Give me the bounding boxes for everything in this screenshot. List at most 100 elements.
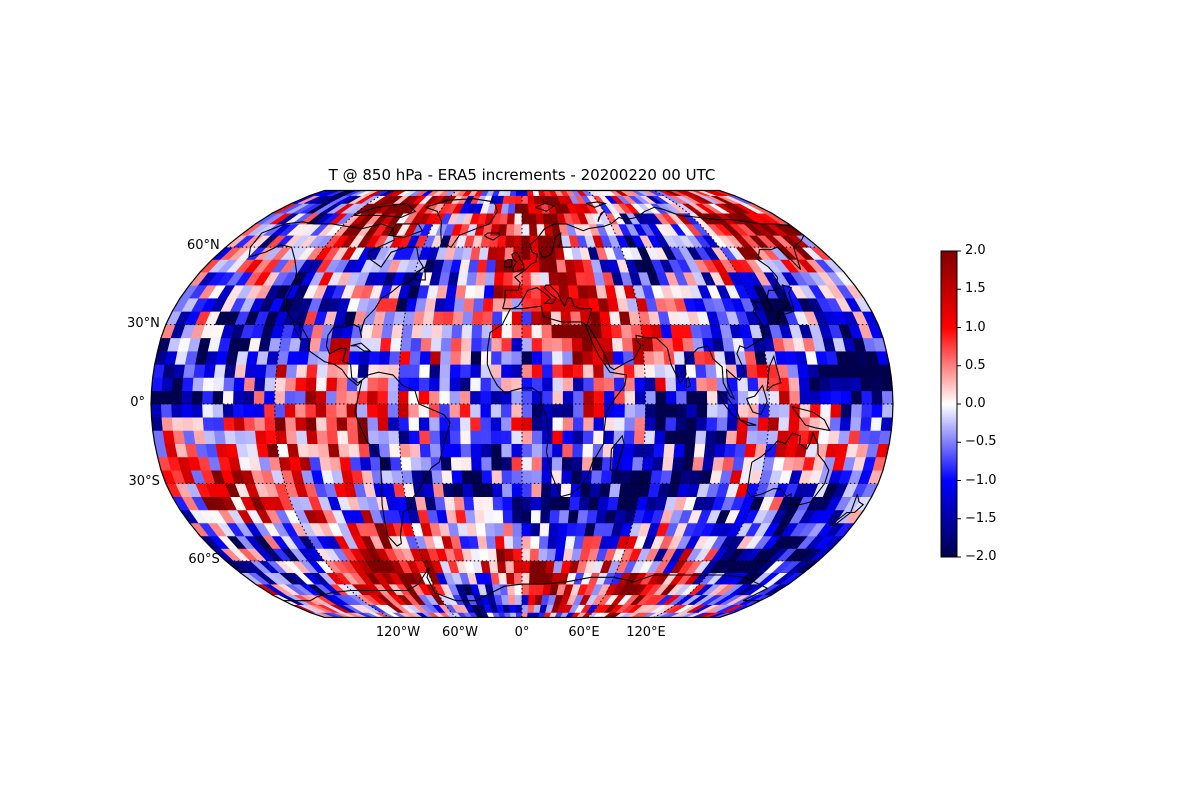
field-cell (440, 456, 453, 471)
field-cell (459, 416, 472, 431)
field-cell (430, 337, 443, 352)
field-cell (850, 403, 863, 418)
field-cell (673, 350, 686, 365)
field-cell (507, 594, 516, 605)
field-cell (511, 496, 523, 511)
field-cell (171, 403, 183, 418)
field-cell (337, 430, 349, 445)
field-cell (550, 310, 562, 325)
field-cell (470, 403, 482, 418)
field-cell (418, 390, 430, 405)
field-cell (513, 572, 523, 585)
field-cell (233, 390, 245, 405)
field-cell (552, 416, 564, 431)
field-cell (653, 443, 666, 458)
field-cell (254, 430, 268, 445)
field-cell (593, 390, 605, 405)
lat-label: 30°S (128, 474, 160, 490)
field-cell (495, 548, 506, 562)
field-cell (325, 390, 338, 405)
field-cell (599, 310, 612, 325)
field-cell (387, 390, 399, 405)
colorbar-tick-label: 0.5 (965, 357, 986, 373)
field-cell (473, 496, 485, 511)
field-cell (315, 416, 328, 431)
field-cell (860, 377, 873, 392)
field-cell (511, 363, 523, 378)
field-cell (578, 496, 591, 511)
field-cell (809, 403, 822, 418)
field-cell (674, 430, 687, 445)
field-cell (562, 377, 574, 392)
field-cell (737, 403, 750, 418)
field-cell (316, 430, 329, 445)
field-cell (514, 203, 523, 214)
field-cell (171, 416, 184, 431)
field-cell (470, 363, 482, 378)
field-cell (501, 443, 513, 458)
field-cell (551, 337, 563, 352)
field-cell (767, 416, 780, 431)
field-cell (480, 377, 492, 392)
field-cell (243, 377, 256, 392)
field-cell (471, 337, 483, 352)
field-cell (411, 324, 424, 339)
field-cell (527, 190, 535, 196)
field-cell (542, 377, 554, 392)
field-cell (509, 190, 517, 196)
field-cell (881, 403, 893, 418)
field-cell (418, 416, 431, 431)
field-cell (538, 246, 549, 260)
field-cell (294, 403, 307, 418)
field-cell (625, 190, 641, 196)
field-cell (160, 403, 173, 418)
field-cell (374, 190, 391, 196)
field-cell (778, 403, 791, 418)
field-cell (493, 509, 504, 524)
field-cell (840, 390, 853, 405)
field-cell (449, 390, 461, 405)
field-cell (368, 190, 386, 196)
field-cell (192, 377, 205, 392)
field-cell (539, 271, 551, 286)
field-cell (461, 324, 473, 339)
field-cell (589, 483, 602, 498)
field-cell (514, 212, 523, 225)
field-cell (379, 337, 392, 352)
field-cell (408, 416, 420, 431)
field-cell (501, 324, 513, 339)
field-cell (531, 363, 543, 378)
field-cell (870, 377, 883, 392)
field-cell (537, 235, 548, 248)
field-cell (222, 390, 235, 405)
field-cell (550, 496, 562, 511)
field-cell (399, 350, 412, 365)
field-cell (481, 469, 493, 484)
field-cell (598, 190, 612, 196)
field-cell (569, 297, 581, 312)
field-cell (420, 337, 433, 352)
field-cell (593, 363, 605, 378)
field-cell (432, 483, 445, 498)
field-cell (696, 390, 708, 405)
field-cell (459, 377, 472, 392)
field-cell (654, 363, 666, 378)
field-cell (480, 350, 492, 365)
field-cell (758, 390, 770, 405)
field-cell (676, 390, 688, 405)
field-cell (202, 416, 215, 431)
map-title: T @ 850 hPa - ERA5 increments - 20200220… (328, 166, 716, 184)
field-cell (234, 430, 247, 445)
field-cell (349, 456, 362, 471)
field-cell (565, 190, 576, 196)
field-cell (572, 377, 585, 392)
field-cell (871, 403, 884, 418)
field-cell (464, 284, 477, 299)
field-cell (171, 390, 183, 405)
field-cell (495, 246, 506, 260)
field-cell (531, 430, 543, 445)
field-cell (511, 456, 523, 471)
field-cell (390, 456, 403, 471)
field-cell (521, 203, 530, 214)
field-cell (624, 390, 636, 405)
